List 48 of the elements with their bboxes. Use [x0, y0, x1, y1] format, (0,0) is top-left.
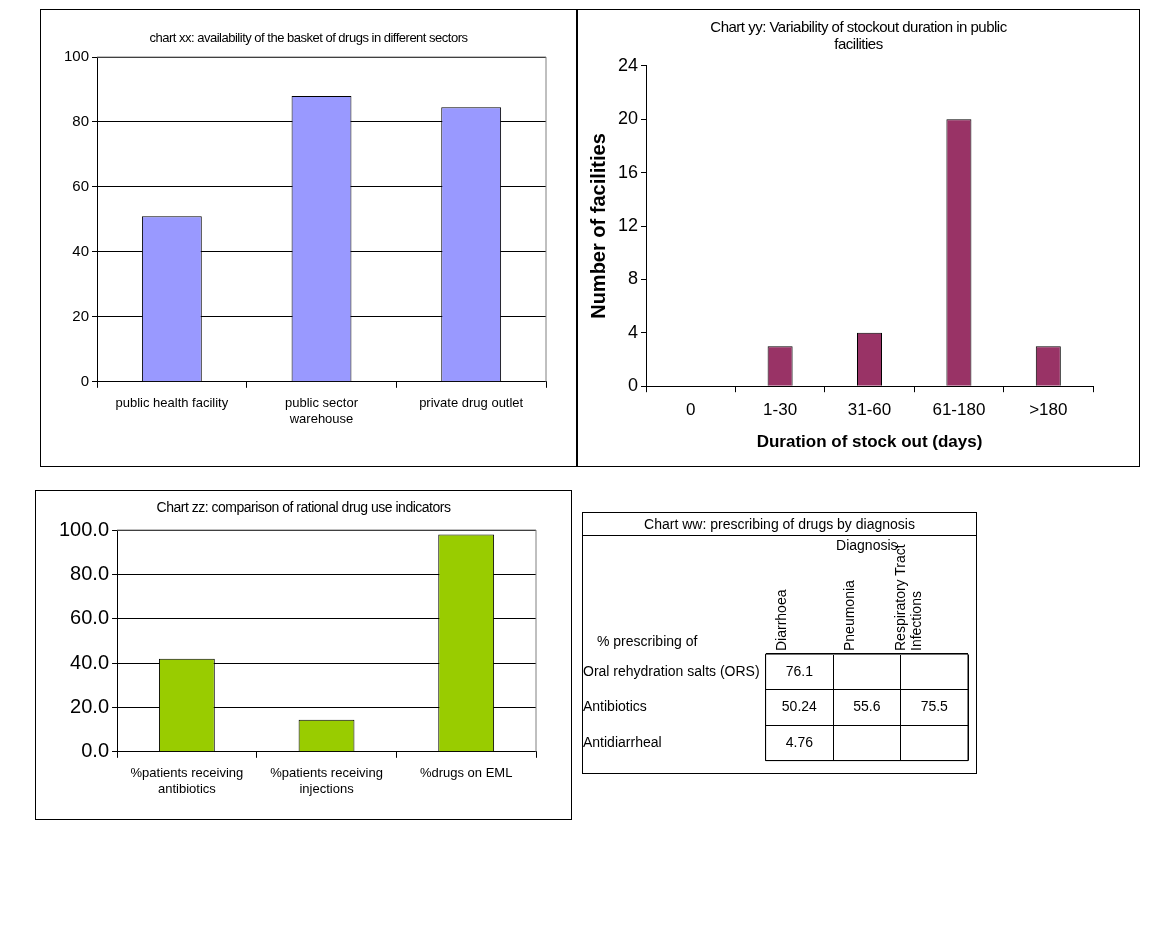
y-axis-title: Number of facilities: [586, 133, 609, 319]
y-tick-label: 60.0: [70, 606, 110, 629]
chart-title: Chart zz: comparison of rational drug use indicators: [155, 499, 452, 515]
x-axis-title: Duration of stock out (days): [756, 432, 983, 452]
y-tick-label: 20: [617, 108, 639, 129]
y-tick-label: 20.0: [70, 694, 110, 717]
x-tick-label: 31-60: [847, 400, 892, 420]
y-tick-label: 80: [72, 112, 90, 130]
y-tick-label: Oral rehydration salts (ORS): [583, 662, 760, 679]
x-tick-label: Diarrhoea: [773, 589, 790, 651]
y-tick-label: Antidiarrheal: [583, 733, 662, 750]
data-label: 4.76: [785, 733, 814, 750]
y-tick-label: 100.0: [58, 517, 110, 540]
y-axis-title: % prescribing of: [597, 633, 698, 649]
x-tick-label: 1-30: [763, 400, 798, 420]
y-tick-label: 0: [628, 375, 639, 396]
y-tick-label: 80.0: [70, 561, 110, 584]
y-tick-label: 60: [72, 177, 90, 195]
y-tick-label: 40.0: [70, 650, 110, 673]
y-tick-label: 12: [617, 214, 639, 235]
y-tick-label: 24: [617, 54, 639, 75]
y-tick-label: 20: [72, 306, 90, 324]
y-tick-label: 0: [80, 371, 90, 389]
x-tick-label: >180: [1029, 400, 1068, 420]
x-tick-label: 0: [685, 400, 696, 420]
y-tick-label: 4: [628, 321, 639, 342]
chart-title: chart xx: availability of the basket of drugs in different sectors: [148, 30, 469, 45]
x-tick-label: private drug outlet: [419, 395, 524, 411]
y-tick-label: 16: [617, 161, 639, 182]
x-tick-label: 61-180: [932, 400, 986, 420]
data-label: 75.5: [920, 698, 949, 715]
x-axis-title: Diagnosis: [836, 537, 898, 554]
x-tick-label: %drugs on EML: [419, 765, 513, 781]
y-tick-label: 40: [72, 242, 90, 260]
chart-title: Chart ww: prescribing of drugs by diagnosis: [583, 513, 976, 536]
y-tick-label: Antibiotics: [583, 698, 647, 715]
data-label: 50.24: [781, 698, 818, 715]
chart-title: Chart yy: Variability of stockout duration in public facilities: [709, 18, 1008, 52]
y-tick-label: 100: [64, 47, 90, 65]
data-label: 55.6: [853, 698, 881, 715]
x-tick-label: public sector warehouse: [285, 395, 359, 426]
y-tick-label: 0.0: [81, 739, 110, 762]
x-tick-label: Pneumonia: [840, 579, 857, 651]
y-tick-label: 8: [628, 268, 639, 289]
x-tick-label: %patients receiving antibiotics: [130, 765, 244, 796]
x-tick-label: %patients receiving injections: [270, 765, 383, 796]
data-label: 76.1: [785, 662, 814, 679]
x-tick-label: public health facility: [115, 395, 229, 411]
